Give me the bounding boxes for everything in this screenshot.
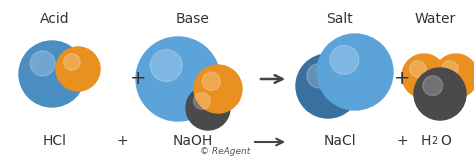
- Circle shape: [410, 61, 426, 77]
- Text: NaOH: NaOH: [173, 134, 213, 148]
- Circle shape: [317, 34, 393, 110]
- Circle shape: [441, 61, 458, 77]
- Text: +: +: [394, 70, 410, 89]
- Circle shape: [193, 93, 210, 109]
- Text: H: H: [420, 134, 431, 148]
- Text: +: +: [396, 134, 408, 148]
- Text: +: +: [130, 70, 146, 89]
- Circle shape: [307, 64, 331, 88]
- Text: Base: Base: [176, 12, 210, 26]
- Circle shape: [423, 76, 443, 96]
- Text: +: +: [116, 134, 128, 148]
- Text: Salt: Salt: [327, 12, 354, 26]
- Circle shape: [414, 68, 466, 120]
- Circle shape: [30, 51, 55, 76]
- Text: O: O: [440, 134, 451, 148]
- Text: © ReAgent: © ReAgent: [200, 147, 250, 156]
- Circle shape: [64, 54, 80, 70]
- Circle shape: [19, 41, 85, 107]
- Circle shape: [150, 50, 182, 82]
- Circle shape: [434, 54, 474, 98]
- Text: NaCl: NaCl: [324, 134, 356, 148]
- Circle shape: [296, 54, 360, 118]
- Circle shape: [136, 37, 220, 121]
- Circle shape: [402, 54, 446, 98]
- Circle shape: [330, 45, 359, 74]
- Text: Water: Water: [414, 12, 456, 26]
- Text: 2: 2: [431, 136, 437, 146]
- Circle shape: [202, 72, 220, 90]
- Circle shape: [186, 86, 230, 130]
- Circle shape: [56, 47, 100, 91]
- Text: HCl: HCl: [43, 134, 67, 148]
- Circle shape: [194, 65, 242, 113]
- Text: Acid: Acid: [40, 12, 70, 26]
